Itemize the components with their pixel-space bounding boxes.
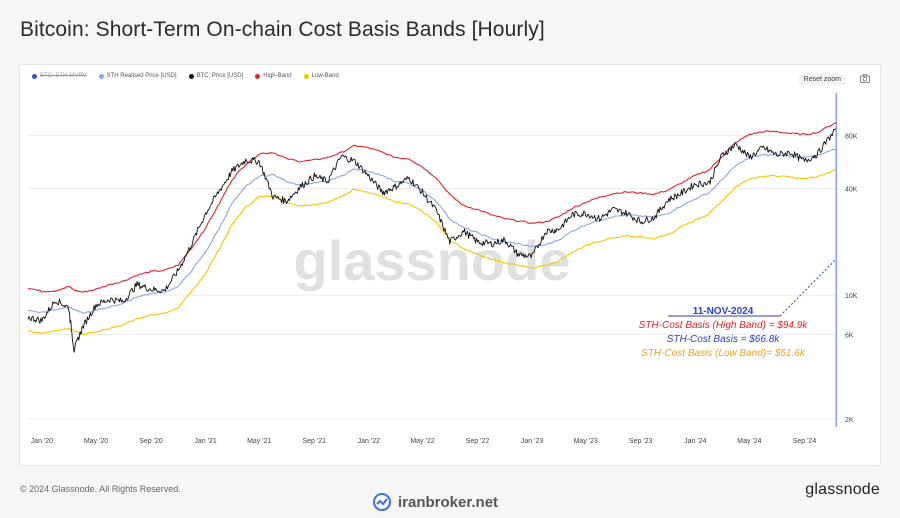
annotation-high-band: STH-Cost Basis (High Band) = $94.9k	[639, 320, 809, 331]
page-title: Bitcoin: Short-Term On-chain Cost Basis …	[20, 18, 545, 41]
iranbroker-watermark: iranbroker.net	[372, 492, 498, 512]
x-tick-label: May '22	[410, 438, 434, 445]
legend-item[interactable]: Low-Band	[303, 73, 339, 79]
center-watermark: glassnode	[294, 229, 571, 292]
legend-dot-icon	[255, 73, 261, 79]
x-tick-label: May '23	[574, 438, 598, 445]
x-tick-label: Sep '22	[466, 438, 490, 445]
chart-plot[interactable]: 2K 6K 10K 40K 80K Jan '20 May '20 Sep '20 Jan '2…	[20, 65, 880, 465]
legend-item[interactable]: BTC: Price [USD]	[188, 73, 244, 79]
legend-label: Low-Band	[311, 73, 339, 79]
x-tick-label: Jan '23	[521, 438, 543, 445]
legend-label: BTC: STH-MVRV	[40, 73, 87, 79]
x-tick-label: Sep '20	[139, 438, 163, 445]
chart-legend: BTC: STH-MVRV STH Realised Price [USD] BTC…	[32, 73, 339, 79]
legend-item[interactable]: STH Realised Price [USD]	[98, 73, 177, 79]
x-tick-label: Sep '23	[629, 438, 653, 445]
y-tick-label: 80K	[845, 133, 858, 140]
legend-dot-icon	[188, 73, 194, 79]
reset-zoom-button[interactable]: Reset zoom	[798, 74, 846, 85]
x-tick-label: Jan '22	[358, 438, 380, 445]
camera-icon[interactable]	[860, 74, 870, 83]
y-tick-label: 40K	[845, 187, 858, 194]
x-tick-label: May '20	[84, 438, 108, 445]
annotation-date: 11-NOV-2024	[693, 306, 754, 317]
legend-label: STH Realised Price [USD]	[106, 73, 177, 79]
x-tick-label: May '21	[247, 438, 271, 445]
annotation-low-band: STH-Cost Basis (Low Band)= $51.6k	[641, 348, 806, 359]
legend-label: BTC: Price [USD]	[196, 73, 244, 79]
copyright-footer: © 2024 Glassnode. All Rights Reserved.	[20, 484, 181, 494]
iranbroker-logo-icon	[373, 493, 391, 511]
high-band-line	[27, 121, 837, 293]
price-line	[27, 127, 837, 353]
low-band-line	[27, 168, 837, 335]
legend-dot-icon	[303, 73, 309, 79]
brand-logo: glassnode	[805, 481, 880, 498]
annotation-cost-basis: STH-Cost Basis = $66.8k	[667, 334, 781, 345]
legend-label: High-Band	[263, 73, 292, 79]
legend-dot-icon	[32, 73, 37, 79]
x-tick-label: Jan '20	[31, 438, 53, 445]
y-tick-label: 10K	[845, 293, 858, 300]
y-tick-label: 6K	[845, 332, 854, 339]
x-tick-label: Sep '21	[302, 438, 326, 445]
legend-dot-icon	[98, 73, 104, 79]
iranbroker-watermark-text: iranbroker.net	[398, 493, 499, 511]
x-tick-label: May '24	[737, 438, 761, 445]
y-tick-label: 2K	[845, 417, 854, 424]
legend-item[interactable]: BTC: STH-MVRV	[32, 73, 87, 79]
legend-item[interactable]: High-Band	[255, 73, 292, 79]
x-tick-label: Jan '21	[194, 438, 216, 445]
x-tick-label: Jan '24	[684, 438, 706, 445]
x-tick-label: Sep '24	[793, 438, 817, 445]
chart-card: 2K 6K 10K 40K 80K Jan '20 May '20 Sep '20 Jan '2…	[19, 64, 881, 466]
annotation-leader	[779, 258, 837, 317]
